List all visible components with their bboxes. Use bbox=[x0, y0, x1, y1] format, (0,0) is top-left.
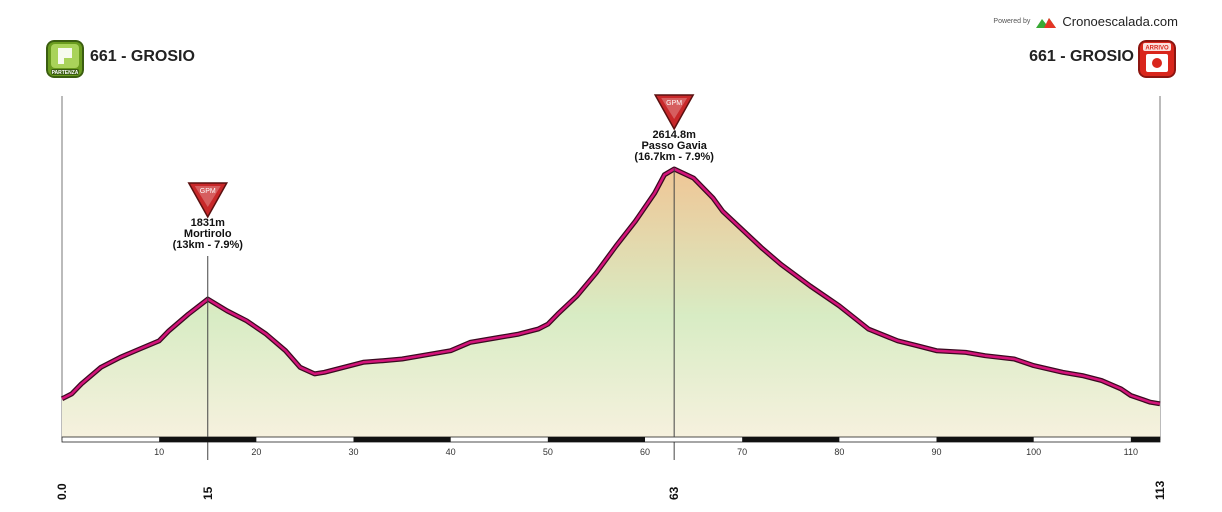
gpm-badge-icon bbox=[653, 94, 695, 131]
x-tick-label: 70 bbox=[737, 447, 747, 457]
x-tick-label: 80 bbox=[834, 447, 844, 457]
x-tick-label: 30 bbox=[348, 447, 358, 457]
mountain-logo-icon bbox=[1036, 17, 1057, 28]
distance-bar-segment bbox=[547, 437, 646, 442]
climb-altitude: 1831m bbox=[191, 217, 225, 229]
area-layer bbox=[60, 166, 1161, 437]
elevation-area bbox=[62, 169, 1160, 437]
start-badge-icon: PARTENZA bbox=[46, 40, 84, 78]
distance-bar-segment bbox=[936, 437, 1034, 442]
site-name: Cronoescalada.com bbox=[1062, 14, 1178, 29]
x-tick-label: 50 bbox=[543, 447, 553, 457]
x-tick-label: 90 bbox=[932, 447, 942, 457]
finish-badge-text: ARRIVO bbox=[1145, 46, 1169, 52]
x-tick-label: 100 bbox=[1026, 447, 1041, 457]
climb-altitude: 2614.8m bbox=[652, 129, 696, 141]
climb-name: Mortirolo bbox=[184, 228, 232, 240]
x-tick-label: 110 bbox=[1124, 447, 1138, 457]
distance-bar-segment bbox=[742, 437, 840, 442]
x-tick-label: 40 bbox=[446, 447, 456, 457]
start-location: 661 - GROSIO bbox=[90, 48, 195, 65]
powered-by: Powered by Cronoescalada.com bbox=[993, 14, 1178, 29]
x-tick-label: 10 bbox=[154, 447, 164, 457]
climb-stats: (16.7km - 7.9%) bbox=[634, 151, 714, 163]
marker-label: 63 bbox=[667, 486, 681, 500]
marker-label: 0.0 bbox=[55, 483, 69, 500]
finish-location: 661 - GROSIO bbox=[1029, 48, 1134, 65]
elevation-line bbox=[61, 167, 1161, 406]
climb-stats: (13km - 7.9%) bbox=[173, 239, 244, 251]
climb-name: Passo Gavia bbox=[641, 140, 707, 152]
axis-layer: 10 20 30 40 50 60 70 80 90 100 110 bbox=[61, 436, 1161, 457]
marker-layer: 0.0 15 63 113 bbox=[55, 440, 1167, 500]
x-tick-label: 60 bbox=[640, 447, 650, 457]
gpm-badge-icon bbox=[187, 182, 229, 219]
finish-badge-icon: ARRIVO bbox=[1138, 40, 1176, 78]
distance-bar-segment bbox=[159, 437, 257, 442]
marker-label: 113 bbox=[1153, 480, 1167, 500]
distance-bar-segment bbox=[353, 437, 451, 442]
marker-label: 15 bbox=[201, 486, 215, 500]
gpm-badge-label: GPM bbox=[666, 100, 682, 107]
gpm-badge-label: GPM bbox=[200, 188, 216, 195]
x-tick-label: 20 bbox=[251, 447, 261, 457]
powered-by-label: Powered by bbox=[993, 18, 1031, 25]
start-badge-text: PARTENZA bbox=[52, 70, 79, 76]
distance-bar-segment bbox=[1130, 437, 1160, 442]
gpm-badge-shine bbox=[661, 98, 688, 119]
gpm-badge-shine bbox=[194, 186, 221, 207]
